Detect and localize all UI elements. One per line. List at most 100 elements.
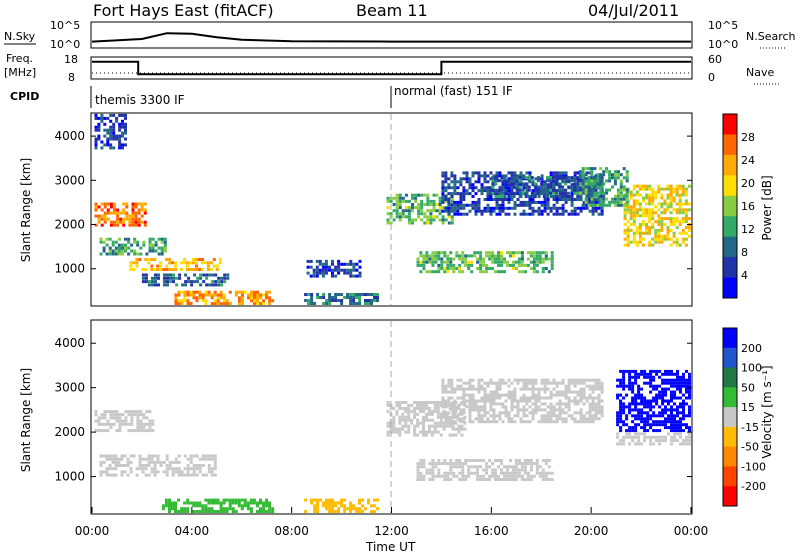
power-cell <box>638 193 642 197</box>
power-cell <box>148 249 152 253</box>
velocity-cell <box>386 401 390 404</box>
power-cell <box>253 299 256 303</box>
power-cell <box>678 196 682 200</box>
power-cell <box>312 268 316 272</box>
velocity-cell <box>600 414 604 418</box>
power-cell <box>561 209 565 213</box>
velocity-cell <box>594 417 598 421</box>
velocity-cell <box>688 426 691 430</box>
power-cell <box>507 206 511 210</box>
power-cell <box>310 293 314 296</box>
velocity-cell <box>510 381 514 385</box>
power-cell <box>137 223 141 227</box>
power-cell <box>675 193 679 197</box>
velocity-cell <box>139 410 143 414</box>
power-cell <box>528 203 532 207</box>
velocity-cell <box>679 378 682 382</box>
power-cell <box>507 186 511 190</box>
velocity-cell <box>256 510 259 513</box>
power-cell <box>663 208 667 212</box>
power-cell <box>331 274 334 278</box>
power-cell <box>500 257 503 261</box>
velocity-cell <box>468 381 472 385</box>
power-cell <box>532 263 536 267</box>
power-cell <box>564 209 568 213</box>
velocity-cell <box>628 405 632 409</box>
velocity-cell <box>195 501 199 505</box>
velocity-cell <box>537 420 541 424</box>
power-cell <box>681 220 685 224</box>
velocity-cell <box>514 459 518 462</box>
velocity-cell <box>664 405 667 409</box>
power-cell <box>312 274 316 278</box>
velocity-cell <box>543 378 547 382</box>
velocity-cell <box>174 457 178 461</box>
velocity-cell <box>401 406 405 410</box>
velocity-cell <box>600 381 604 385</box>
velocity-cell <box>622 396 626 400</box>
power-cell <box>220 283 224 287</box>
power-cell <box>265 290 269 294</box>
velocity-cell <box>552 378 556 382</box>
power-cell <box>262 302 266 305</box>
power-cell <box>141 268 145 271</box>
power-cell <box>593 203 597 207</box>
power-cell <box>108 252 112 256</box>
velocity-cell <box>673 417 676 421</box>
velocity-cell <box>643 420 647 424</box>
velocity-cell <box>619 442 623 446</box>
power-cell <box>337 259 341 263</box>
velocity-cell <box>555 408 559 412</box>
velocity-cell <box>585 399 589 403</box>
velocity-cell <box>422 401 425 404</box>
power-cell <box>192 261 195 265</box>
velocity-cell <box>234 510 238 513</box>
velocity-cell <box>111 460 115 464</box>
velocity-cell <box>634 375 638 379</box>
power-cell <box>573 185 577 189</box>
velocity-cell <box>468 387 472 391</box>
power-cell <box>139 252 143 256</box>
power-cell <box>538 251 542 255</box>
velocity-cell <box>118 419 122 423</box>
velocity-cell <box>444 414 448 418</box>
power-cell <box>504 186 508 190</box>
power-cell <box>552 183 556 187</box>
power-cell <box>619 173 623 177</box>
power-cell <box>234 293 238 297</box>
velocity-cell <box>441 396 445 400</box>
power-cell <box>306 259 310 263</box>
power-cell <box>144 273 148 277</box>
velocity-cell <box>688 372 691 376</box>
velocity-cell <box>440 474 444 478</box>
power-cell <box>212 264 216 268</box>
velocity-cell <box>495 390 499 394</box>
power-cell <box>528 198 532 201</box>
velocity-cell <box>676 408 679 412</box>
velocity-cell <box>474 405 478 409</box>
power-cell <box>672 217 676 221</box>
velocity-cell <box>177 460 181 464</box>
velocity-cell <box>150 457 154 461</box>
power-cell <box>464 254 468 258</box>
power-cell <box>444 171 448 175</box>
power-cell <box>349 274 353 278</box>
velocity-cell <box>646 375 650 379</box>
power-cell <box>666 208 670 212</box>
power-cell <box>148 243 152 247</box>
velocity-cell <box>576 381 580 385</box>
power-cell <box>137 202 141 206</box>
power-cell <box>558 182 562 186</box>
velocity-cell <box>567 414 571 418</box>
power-cell <box>660 223 664 226</box>
power-cell <box>434 254 438 258</box>
velocity-cell <box>459 387 463 391</box>
power-cell <box>154 280 157 284</box>
power-cell <box>435 203 439 206</box>
power-cell <box>346 268 350 272</box>
power-cell <box>446 257 450 261</box>
velocity-cell <box>142 413 146 417</box>
velocity-cell <box>454 427 458 431</box>
power-cell <box>635 240 639 244</box>
velocity-cell <box>658 396 662 400</box>
